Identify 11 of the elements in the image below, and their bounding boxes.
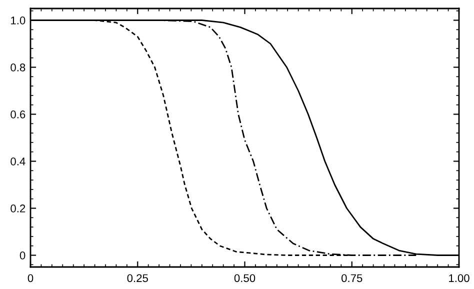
y-tick-label: 1.0 [11,16,26,24]
x-tick-label: 0.50 [234,274,256,282]
y-tick-label: 0.4 [10,158,26,166]
y-tick-label: 0.2 [10,204,26,212]
x-tick-label: 0.25 [127,274,148,282]
y-tick-label: 0.8 [10,64,26,72]
y-tick-label: 0.6 [10,110,26,118]
x-tick-label: 0.75 [341,274,362,282]
y-tick-label: 0 [20,252,26,260]
x-tick-label: 0 [28,274,34,282]
x-tick-label: 1.00 [449,274,470,282]
